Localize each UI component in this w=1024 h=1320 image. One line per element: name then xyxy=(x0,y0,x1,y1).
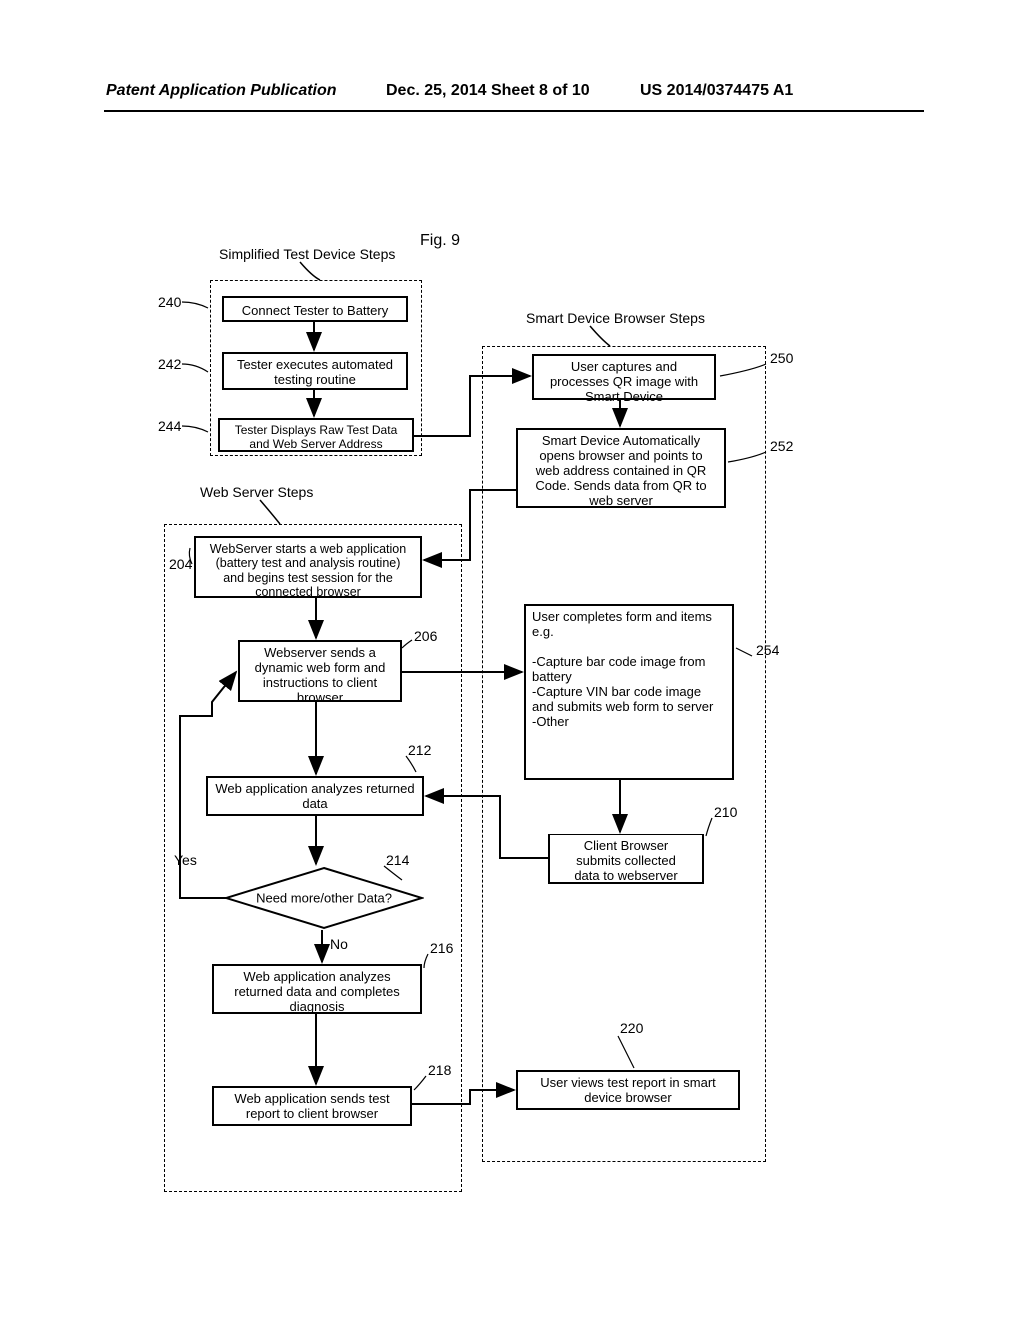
connectors xyxy=(0,0,1024,1320)
page: { "header": { "left": "Patent Applicatio… xyxy=(0,0,1024,1320)
